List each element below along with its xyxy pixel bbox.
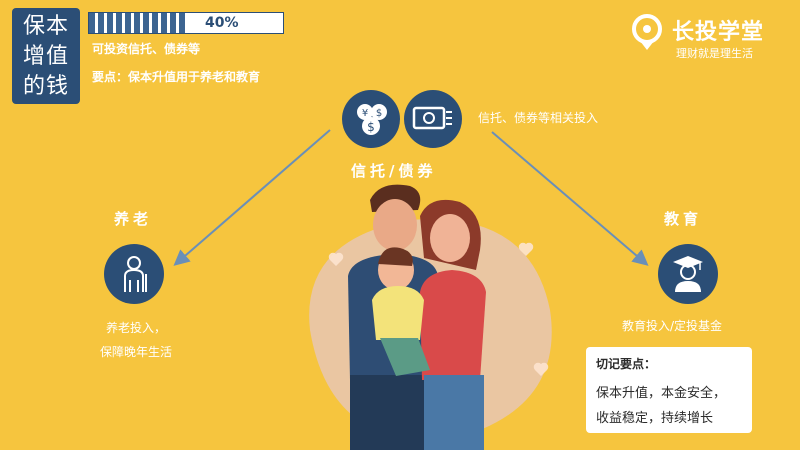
left-node-desc-line-1: 养老投入， — [105, 321, 166, 335]
progress-label: 40% — [205, 15, 239, 31]
banknote-icon — [404, 90, 462, 148]
logo-slogan: 理财就是理生活 — [676, 47, 753, 60]
subtitle-line-1: 可投资信托、债券等 — [92, 42, 201, 56]
progress-fill — [89, 13, 185, 33]
title-line-2: 增值 — [22, 44, 69, 69]
top-node-label: 信托/债券 — [351, 162, 437, 180]
right-node-desc: 教育投入/定投基金 — [622, 319, 723, 333]
left-node-desc-line-2: 保障晚年生活 — [99, 345, 172, 359]
top-node-desc: 信托、债券等相关投入 — [478, 111, 599, 125]
logo-name: 长投学堂 — [672, 20, 765, 45]
progress-bar: 40% — [88, 12, 284, 34]
left-node-label: 养老 — [114, 210, 153, 228]
lightbulb-logo-icon — [632, 14, 662, 50]
key-points-line-2: 收益稳定，持续增长 — [596, 411, 714, 426]
svg-text:$: $ — [367, 120, 375, 134]
right-node-label: 教育 — [664, 210, 703, 228]
title-box: 保本 增值 的钱 — [12, 8, 80, 104]
subtitle-line-2: 要点：保本升值用于养老和教育 — [92, 70, 261, 84]
elderly-icon — [104, 244, 164, 304]
key-points-title: 切记要点： — [596, 357, 657, 371]
key-points-line-1: 保本升值，本金安全， — [596, 386, 727, 401]
graduate-icon — [658, 244, 718, 304]
family-illustration — [309, 184, 552, 450]
svg-text:$: $ — [376, 108, 382, 119]
key-points-box: 切记要点： 保本升值，本金安全， 收益稳定，持续增长 — [586, 347, 752, 433]
left-node-desc: 养老投入， 保障晚年生活 — [84, 316, 188, 364]
coins-icon: ¥ $ $ — [342, 90, 400, 148]
title-line-1: 保本 — [22, 14, 69, 39]
title-line-3: 的钱 — [22, 74, 69, 99]
svg-text:¥: ¥ — [362, 108, 368, 119]
